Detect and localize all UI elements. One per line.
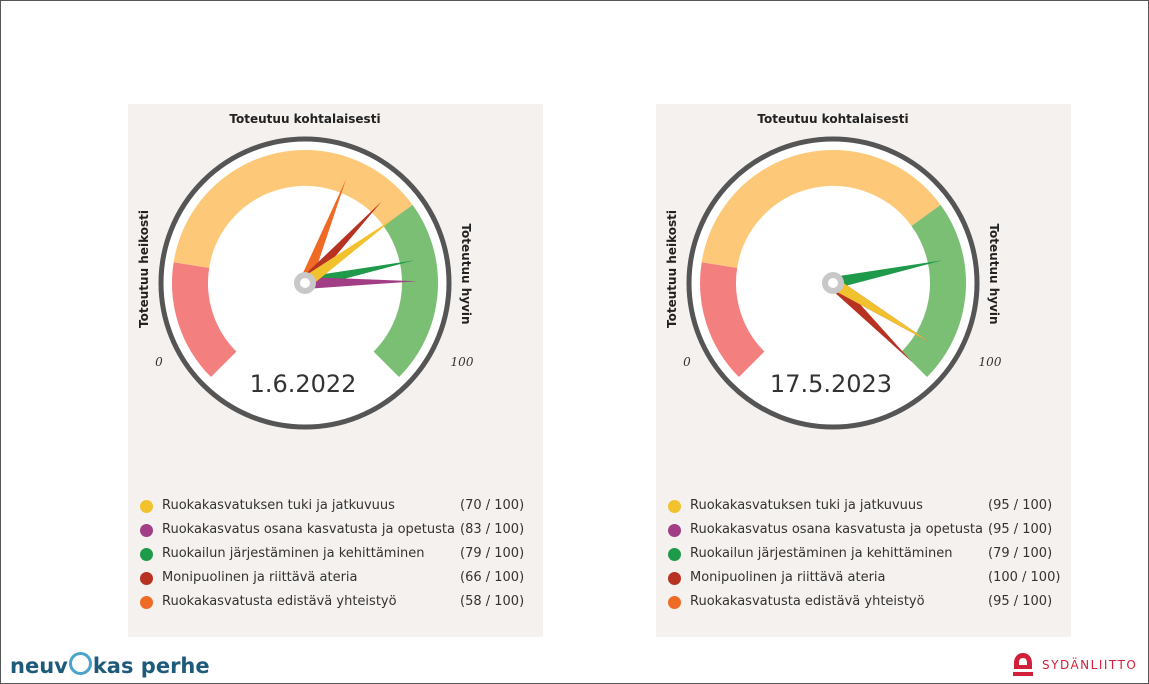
legend-value: (58 / 100) <box>460 594 525 609</box>
legend-item: Ruokakasvatuksen tuki ja jatkuvuus (95 / … <box>656 496 1071 518</box>
legend-item: Monipuolinen ja riittävä ateria (100 / 10… <box>656 568 1071 590</box>
label-right-2022: Toteutuu hyvin <box>459 223 473 324</box>
legend-value: (79 / 100) <box>460 546 525 561</box>
legend-label: Ruokakasvatus osana kasvatusta ja opetus… <box>690 522 983 537</box>
gauge-zone-high-2022 <box>373 204 438 378</box>
legend-dot-icon <box>140 572 153 585</box>
label-right-2023: Toteutuu hyvin <box>987 223 1001 324</box>
legend-item: Monipuolinen ja riittävä ateria (66 / 100… <box>128 568 543 590</box>
legend-value: (100 / 100) <box>988 570 1061 585</box>
legend-dot-icon <box>668 548 681 561</box>
legend-value: (95 / 100) <box>988 498 1053 513</box>
legend-value: (79 / 100) <box>988 546 1053 561</box>
gauge-zone-high-2023 <box>901 204 966 378</box>
label-min-2022: 0 <box>155 355 163 369</box>
legend-label: Ruokailun järjestäminen ja kehittäminen <box>690 546 953 561</box>
needle-monipuolinen-2023 <box>828 278 913 363</box>
label-left-2023: Toteutuu heikosti <box>665 210 679 328</box>
legend-dot-icon <box>668 596 681 609</box>
sydanliitto-mark-icon <box>1013 653 1033 676</box>
legend-label: Monipuolinen ja riittävä ateria <box>690 570 886 585</box>
label-max-2023: 100 <box>979 355 1002 369</box>
label-max-2022: 100 <box>451 355 474 369</box>
needle-ruokakasvatuksen-2022 <box>301 217 396 288</box>
label-min-2023: 0 <box>683 355 691 369</box>
legend-dot-icon <box>668 500 681 513</box>
gauge-hub-center-2022 <box>300 278 310 288</box>
label-top-2022: Toteutuu kohtalaisesti <box>229 112 380 126</box>
legend-item: Ruokakasvatus osana kasvatusta ja opetus… <box>656 520 1071 542</box>
gauge-zone-mid-2023 <box>701 150 941 269</box>
legend-item: Ruokakasvatusta edistävä yhteistyö (58 / … <box>128 592 543 614</box>
legend-value: (70 / 100) <box>460 498 525 513</box>
gauge-zone-mid-2022 <box>173 150 413 269</box>
gauge-panel-2022: Toteutuu kohtalaisesti Toteutuu heikosti T… <box>128 104 543 637</box>
label-top-2023: Toteutuu kohtalaisesti <box>757 112 908 126</box>
gauge-panel-2023: Toteutuu kohtalaisesti Toteutuu heikosti T… <box>656 104 1071 637</box>
legend-item: Ruokailun järjestäminen ja kehittäminen (… <box>656 544 1071 566</box>
legend-item: Ruokakasvatus osana kasvatusta ja opetus… <box>128 520 543 542</box>
neuvokas-perhe-logo: neuv kas perhe <box>10 652 210 678</box>
legend-label: Ruokakasvatuksen tuki ja jatkuvuus <box>162 498 395 513</box>
logo-text-end: kas perhe <box>92 654 210 678</box>
legend-label: Ruokailun järjestäminen ja kehittäminen <box>162 546 425 561</box>
gauge-chart-2023: Toteutuu kohtalaisesti Toteutuu heikosti T… <box>665 112 1002 430</box>
gauge-date-2023: 17.5.2023 <box>770 370 892 398</box>
sydanliitto-logo-text: SYDÄNLIITTO <box>1042 658 1138 672</box>
legend-dot-icon <box>140 596 153 609</box>
legend-value: (95 / 100) <box>988 522 1053 537</box>
logo-text-start: neuv <box>10 654 68 678</box>
needle-ruokailun-2023 <box>831 260 943 289</box>
legend-label: Ruokakasvatus osana kasvatusta ja opetus… <box>162 522 455 537</box>
label-left-2022: Toteutuu heikosti <box>137 210 151 328</box>
legend-item: Ruokailun järjestäminen ja kehittäminen (… <box>128 544 543 566</box>
legend-value: (66 / 100) <box>460 570 525 585</box>
legend-label: Ruokakasvatusta edistävä yhteistyö <box>690 594 925 609</box>
needle-ruokakasvatusta-2022 <box>299 178 347 286</box>
legend-label: Ruokakasvatuksen tuki ja jatkuvuus <box>690 498 923 513</box>
logo-o-icon <box>68 652 92 675</box>
legend-label: Monipuolinen ja riittävä ateria <box>162 570 358 585</box>
legend-item: Ruokakasvatusta edistävä yhteistyö (95 / … <box>656 592 1071 614</box>
gauge-date-2022: 1.6.2022 <box>250 370 357 398</box>
gauge-zone-low-2022 <box>172 262 237 378</box>
gauge-hub-center-2023 <box>828 278 838 288</box>
gauge-chart-2022: Toteutuu kohtalaisesti Toteutuu heikosti T… <box>137 112 474 430</box>
legend-dot-icon <box>140 500 153 513</box>
legend-dot-icon <box>668 572 681 585</box>
legend-dot-icon <box>140 548 153 561</box>
legend-dot-icon <box>668 524 681 537</box>
legend-dot-icon <box>140 524 153 537</box>
legend-value: (83 / 100) <box>460 522 525 537</box>
needle-ruokakasvatuksen-2023 <box>829 277 929 342</box>
legend-item: Ruokakasvatuksen tuki ja jatkuvuus (70 / … <box>128 496 543 518</box>
needle-ruokakasvatus-2022 <box>304 277 417 289</box>
gauge-zone-low-2023 <box>700 262 765 378</box>
legend-label: Ruokakasvatusta edistävä yhteistyö <box>162 594 397 609</box>
legend-value: (95 / 100) <box>988 594 1053 609</box>
